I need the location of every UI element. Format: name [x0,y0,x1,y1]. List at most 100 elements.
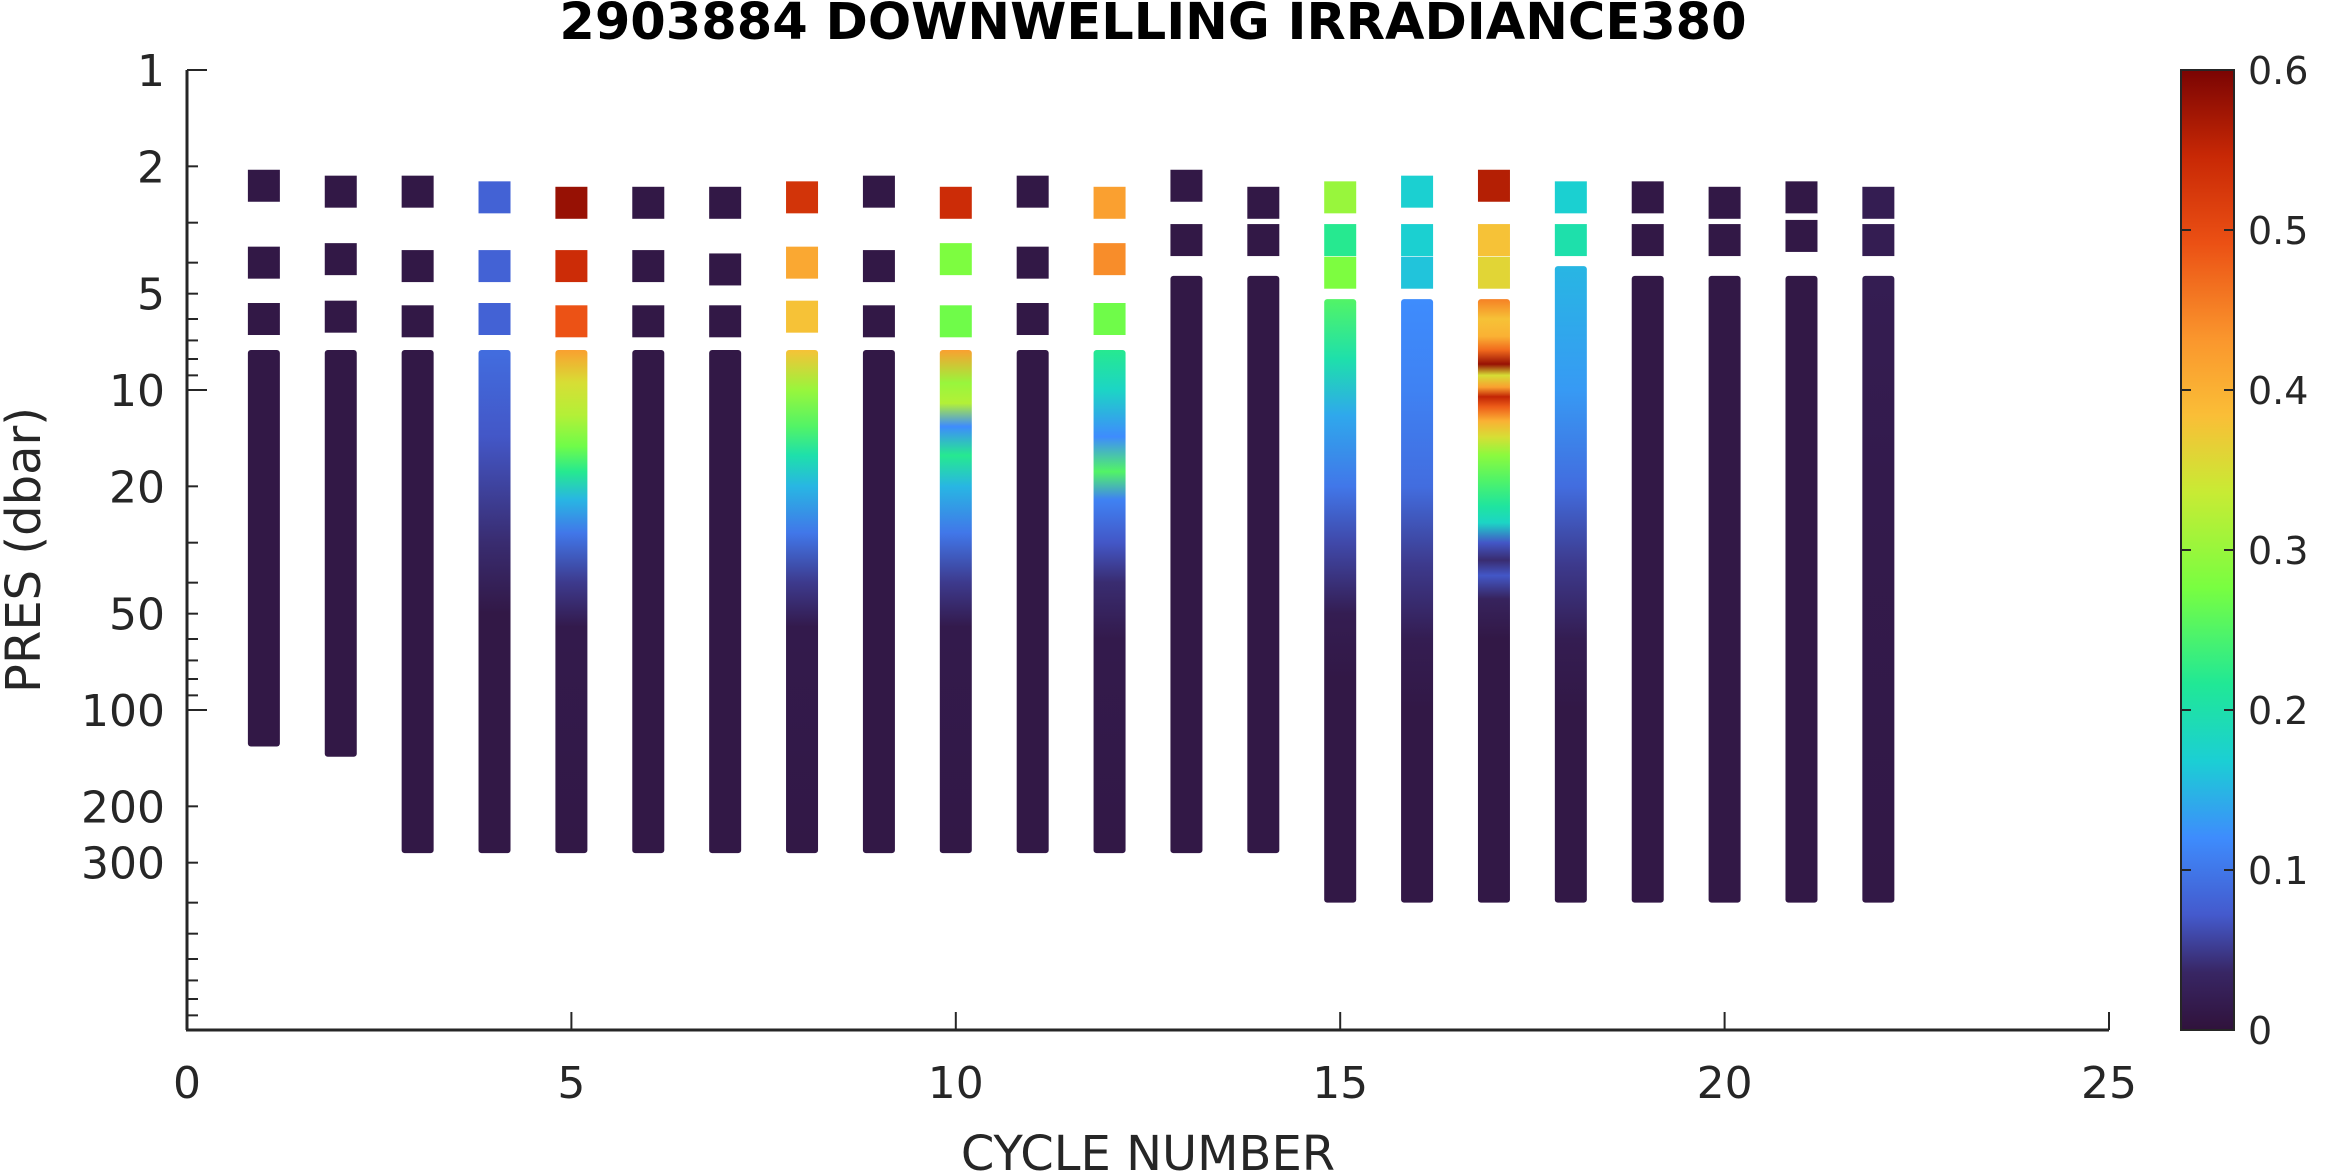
plot-area [247,169,1895,903]
x-axis-label: CYCLE NUMBER [961,1126,1335,1175]
y-tick-label: 200 [81,782,165,833]
y-tick-label: 2 [137,142,165,193]
sample-17-3 [1477,256,1510,289]
colorbar-tick-label: 0.1 [2248,849,2308,893]
cycle-14 [1247,186,1280,854]
profile-column-4 [478,350,511,854]
sample-2-3 [324,300,357,333]
sample-3-3 [401,305,434,338]
sample-10-2 [939,243,972,276]
sample-14-2 [1247,224,1280,257]
sample-2-1 [324,175,357,208]
cycle-20 [1708,186,1741,903]
profile-column-5 [555,350,588,854]
sample-9-1 [862,175,895,208]
sample-22-1 [1862,186,1895,219]
profile-column-16 [1401,299,1434,903]
cycle-22 [1862,186,1895,903]
sample-11-1 [1016,175,1049,208]
sample-8-2 [786,246,819,279]
cycle-3 [401,175,434,854]
profile-column-1 [247,350,280,747]
sample-5-2 [555,250,588,283]
profile-column-18 [1554,266,1587,903]
sample-7-1 [709,186,742,219]
sample-5-1 [555,186,588,219]
sample-1-3 [247,303,280,336]
y-tick-label: 300 [81,839,165,890]
sample-6-3 [632,305,665,338]
x-tick-label: 10 [928,1058,984,1109]
y-tick-label: 100 [81,686,165,737]
sample-4-2 [478,250,511,283]
sample-21-2 [1785,219,1818,252]
profile-column-19 [1631,275,1664,903]
profile-column-8 [786,350,819,854]
sample-9-2 [862,250,895,283]
sample-12-3 [1093,303,1126,336]
axes [185,70,2109,1032]
sample-15-1 [1324,181,1357,214]
sample-1-2 [247,246,280,279]
sample-9-3 [862,305,895,338]
sample-13-1 [1170,169,1203,202]
profile-column-6 [632,350,665,854]
sample-18-1 [1554,181,1587,214]
sample-3-2 [401,250,434,283]
cycle-10 [939,186,972,854]
cycle-1 [247,169,280,747]
sample-5-3 [555,305,588,338]
cycle-4 [478,181,511,854]
x-tick-label: 15 [1312,1058,1368,1109]
sample-10-1 [939,186,972,219]
cycle-18 [1554,181,1587,903]
y-tick-label: 1 [137,46,165,97]
sample-16-3 [1401,256,1434,289]
profile-column-7 [709,350,742,854]
sample-8-1 [786,181,819,214]
sample-7-2 [709,253,742,286]
sample-13-2 [1170,224,1203,257]
sample-6-1 [632,186,665,219]
profile-column-10 [939,350,972,854]
sample-1-1 [247,169,280,202]
profile-column-3 [401,350,434,854]
x-ticks: 0 5 10 15 20 25 [173,1012,2137,1109]
sample-14-1 [1247,186,1280,219]
sample-11-2 [1016,246,1049,279]
sample-16-2 [1401,224,1434,257]
sample-10-3 [939,305,972,338]
sample-21-1 [1785,181,1818,214]
cycle-7 [709,186,742,854]
sample-15-2 [1324,224,1357,257]
profile-column-20 [1708,275,1741,903]
profile-column-9 [862,350,895,854]
cycle-21 [1785,181,1818,903]
cycle-11 [1016,175,1049,854]
sample-20-1 [1708,186,1741,219]
sample-2-2 [324,243,357,276]
profile-column-14 [1247,275,1280,854]
profile-column-12 [1093,350,1126,854]
x-tick-label: 0 [173,1058,201,1109]
cycle-17 [1477,169,1510,903]
y-tick-label: 5 [137,270,165,321]
sample-11-3 [1016,303,1049,336]
profile-column-2 [324,350,357,757]
x-tick-label: 25 [2081,1058,2137,1109]
y-ticks: 1 2 5 10 20 50 100 200 300 [81,46,207,1017]
sample-17-1 [1477,169,1510,202]
profile-column-22 [1862,275,1895,903]
cycle-2 [324,175,357,757]
profile-column-17 [1477,299,1510,903]
y-axis-label: PRES (dbar) [0,407,52,693]
profile-column-11 [1016,350,1049,854]
chart-title: 2903884 DOWNWELLING IRRADIANCE380 [559,0,1746,52]
cycle-16 [1401,175,1434,903]
sample-4-1 [478,181,511,214]
sample-8-3 [786,300,819,333]
cycle-5 [555,186,588,854]
sample-12-2 [1093,243,1126,276]
colorbar-tick-label: 0.4 [2248,369,2308,413]
